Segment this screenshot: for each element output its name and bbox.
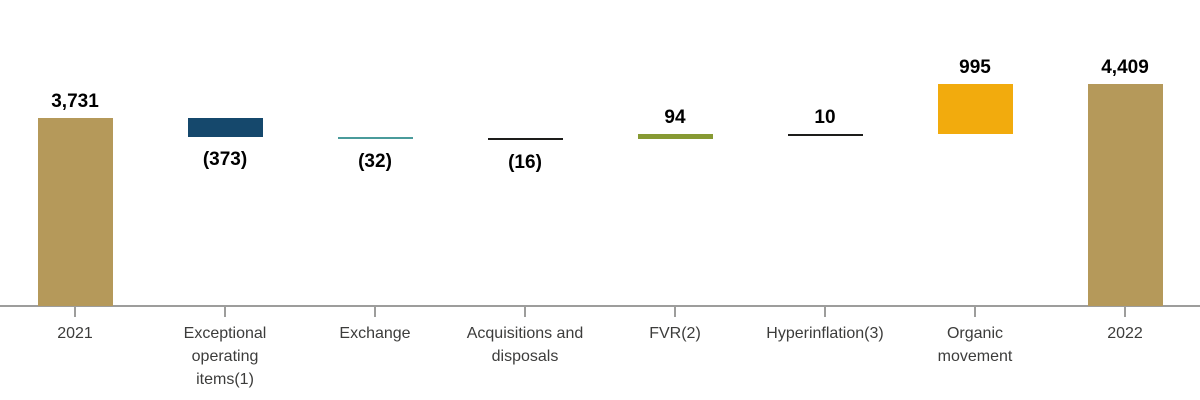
category-label-fvr-2: FVR(2) [590,322,760,345]
category-label-exchange: Exchange [290,322,460,345]
category-label-line: Hyperinflation(3) [766,325,884,342]
category-label-exceptional-operating-items-1: Exceptional operating items(1) [140,322,310,391]
category-label-hyperinflation-3: Hyperinflation(3) [740,322,910,345]
category-label-organic-movement: Organic movement [890,322,1060,368]
category-label-line: movement [937,348,1013,365]
bar-exchange [337,136,413,139]
axis-tick-hyperinflation-3 [824,307,826,317]
value-label-acquisitions-and-disposals: (16) [508,152,542,174]
value-label-exceptional-operating-items-1: (373) [202,148,248,170]
category-label-line: Exchange [339,325,411,342]
bar-exceptional-operating-items-1 [187,118,263,137]
category-label-acquisitions-and-disposals: Acquisitions and disposals [440,322,610,368]
value-label-2021: 3,731 [51,91,99,112]
category-label-line: Organic [946,325,1004,342]
axis-tick-organic-movement [974,307,976,317]
value-label-fvr-2: 94 [664,107,686,129]
category-label-line: 2021 [57,325,93,342]
category-label-line: Acquisitions and [466,325,584,342]
category-label-line: FVR(2) [649,325,701,342]
bar-hyperinflation-3 [787,133,863,136]
bar-2021 [37,118,113,306]
bar-acquisitions-and-disposals [487,138,563,141]
category-label-line: 2022 [1107,325,1143,342]
category-label-2022: 2022 [1040,322,1200,345]
value-label-exchange: (32) [358,150,392,172]
category-label-line: disposals [491,348,559,365]
axis-tick-fvr-2 [674,307,676,317]
category-label-2021: 2021 [0,322,160,345]
axis-tick-2021 [74,307,76,317]
bar-fvr-2 [637,134,713,140]
category-label-line: Exceptional [183,325,267,342]
category-label-line: operating [191,348,259,365]
bar-2022 [1087,83,1163,306]
bar-organic-movement [937,83,1013,134]
value-label-organic-movement: 995 [959,56,991,78]
axis-tick-acquisitions-and-disposals [524,307,526,317]
axis-tick-exceptional-operating-items-1 [224,307,226,317]
axis-tick-exchange [374,307,376,317]
x-axis-line [0,305,1200,307]
category-label-line: items(1) [196,371,254,388]
value-label-hyperinflation-3: 10 [814,106,836,128]
value-label-2022: 4,409 [1101,56,1149,78]
axis-tick-2022 [1124,307,1126,317]
